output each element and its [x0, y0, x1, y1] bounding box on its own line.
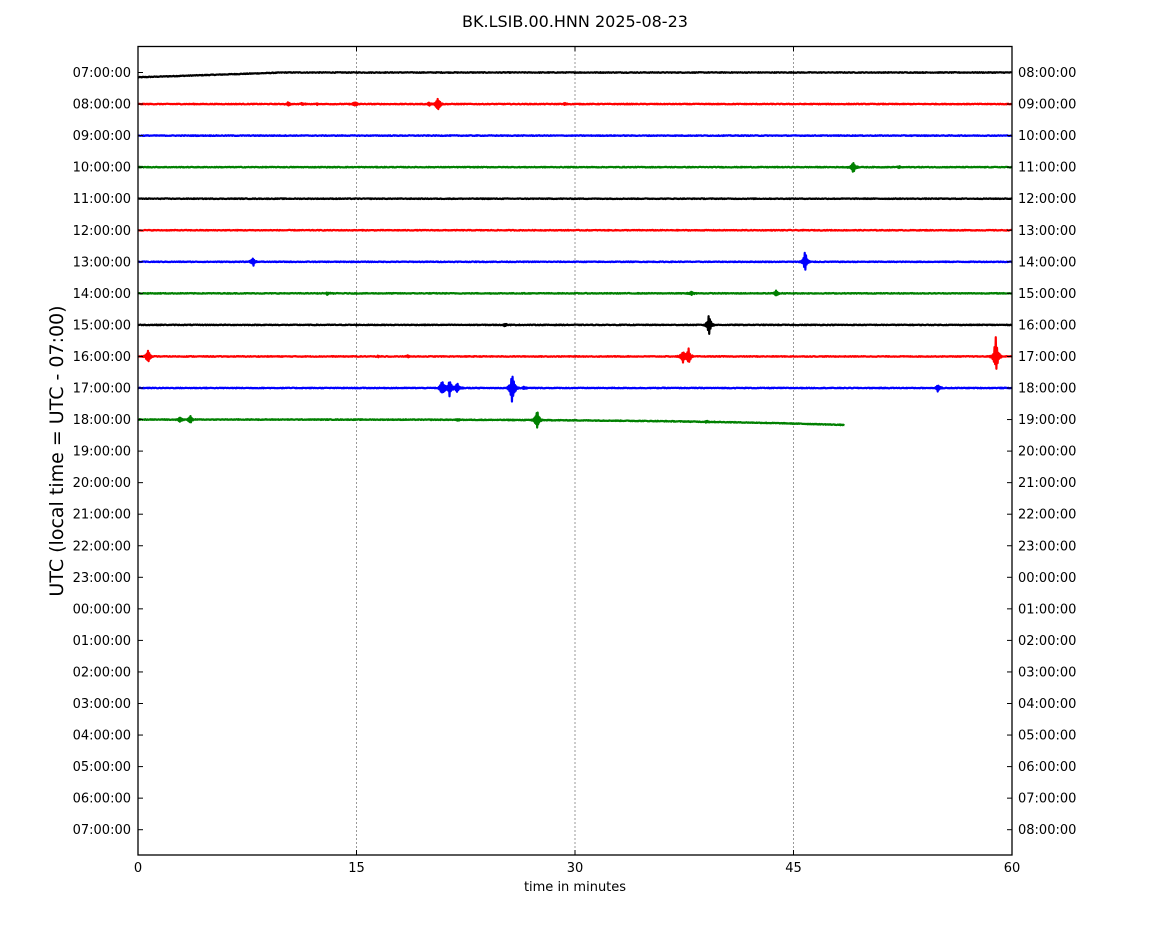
seismic-traces [137, 71, 1013, 429]
y-tick-label-right: 12:00:00 [1018, 192, 1076, 207]
x-tick-label: 45 [785, 861, 802, 876]
trace-row-7 [137, 289, 1013, 297]
y-tick-label-left: 11:00:00 [73, 192, 131, 207]
y-tick-label-right: 13:00:00 [1018, 224, 1076, 239]
y-tick-label-right: 07:00:00 [1018, 792, 1076, 807]
grid-lines [356, 46, 794, 855]
y-tick-label-right: 01:00:00 [1018, 602, 1076, 617]
trace-row-11 [137, 411, 846, 429]
y-tick-label-left: 20:00:00 [73, 476, 131, 491]
y-tick-label-right: 06:00:00 [1018, 760, 1076, 775]
trace-row-5 [137, 228, 1013, 232]
y-tick-label-left: 06:00:00 [73, 792, 131, 807]
x-tick-label: 60 [1004, 861, 1021, 876]
y-tick-label-right: 04:00:00 [1018, 697, 1076, 712]
y-tick-label-left: 21:00:00 [73, 508, 131, 523]
y-tick-label-left: 15:00:00 [73, 318, 131, 333]
trace-row-3 [137, 161, 1013, 173]
y-tick-label-left: 14:00:00 [73, 287, 131, 302]
y-tick-label-left: 01:00:00 [73, 634, 131, 649]
y-tick-label-left: 23:00:00 [73, 571, 131, 586]
y-tick-label-left: 19:00:00 [73, 445, 131, 460]
trace-row-0 [137, 71, 1013, 79]
y-tick-label-left: 08:00:00 [73, 98, 131, 113]
y-tick-label-left: 07:00:00 [73, 66, 131, 81]
y-tick-label-right: 16:00:00 [1018, 318, 1076, 333]
y-tick-label-right: 09:00:00 [1018, 98, 1076, 113]
y-tick-label-right: 23:00:00 [1018, 539, 1076, 554]
y-tick-label-left: 05:00:00 [73, 760, 131, 775]
trace-row-6 [137, 251, 1013, 271]
y-tick-label-right: 20:00:00 [1018, 445, 1076, 460]
x-tick-label: 15 [348, 861, 365, 876]
y-tick-label-left: 02:00:00 [73, 665, 131, 680]
chart-title: BK.LSIB.00.HNN 2025-08-23 [462, 12, 688, 31]
y-tick-label-right: 08:00:00 [1018, 823, 1076, 838]
y-tick-label-left: 07:00:00 [73, 823, 131, 838]
y-tick-label-right: 05:00:00 [1018, 729, 1076, 744]
trace-row-8 [137, 315, 1013, 335]
y-axis-label: UTC (local time = UTC - 07:00) [46, 305, 68, 596]
trace-row-9 [137, 336, 1013, 370]
y-tick-label-right: 14:00:00 [1018, 255, 1076, 270]
y-tick-label-right: 11:00:00 [1018, 161, 1076, 176]
trace-row-10 [137, 375, 1013, 403]
y-tick-label-right: 03:00:00 [1018, 665, 1076, 680]
y-tick-label-right: 15:00:00 [1018, 287, 1076, 302]
trace-row-4 [137, 197, 1013, 201]
y-tick-label-left: 16:00:00 [73, 350, 131, 365]
trace-row-1 [137, 97, 1013, 111]
y-tick-label-left: 09:00:00 [73, 129, 131, 144]
x-tick-label: 30 [567, 861, 584, 876]
y-tick-label-right: 18:00:00 [1018, 382, 1076, 397]
y-tick-label-right: 17:00:00 [1018, 350, 1076, 365]
y-tick-label-right: 02:00:00 [1018, 634, 1076, 649]
y-tick-label-left: 12:00:00 [73, 224, 131, 239]
y-tick-label-left: 18:00:00 [73, 413, 131, 428]
x-axis-label: time in minutes [524, 880, 626, 895]
y-tick-label-left: 17:00:00 [73, 382, 131, 397]
plot-frame [137, 45, 1013, 856]
axis-ticks: 0 15 30 45 60 07:00:00 08:00:00 09:00:00 10:00:0… [73, 46, 1076, 876]
x-tick-label: 0 [134, 861, 142, 876]
y-tick-label-left: 10:00:00 [73, 161, 131, 176]
y-tick-label-right: 10:00:00 [1018, 129, 1076, 144]
y-tick-label-left: 00:00:00 [73, 602, 131, 617]
y-tick-label-right: 22:00:00 [1018, 508, 1076, 523]
y-tick-label-left: 03:00:00 [73, 697, 131, 712]
y-tick-label-right: 00:00:00 [1018, 571, 1076, 586]
y-tick-label-right: 19:00:00 [1018, 413, 1076, 428]
y-tick-label-left: 13:00:00 [73, 255, 131, 270]
trace-row-2 [137, 134, 1013, 138]
y-tick-label-left: 22:00:00 [73, 539, 131, 554]
y-tick-label-right: 21:00:00 [1018, 476, 1076, 491]
y-tick-label-left: 04:00:00 [73, 729, 131, 744]
y-tick-label-right: 08:00:00 [1018, 66, 1076, 81]
